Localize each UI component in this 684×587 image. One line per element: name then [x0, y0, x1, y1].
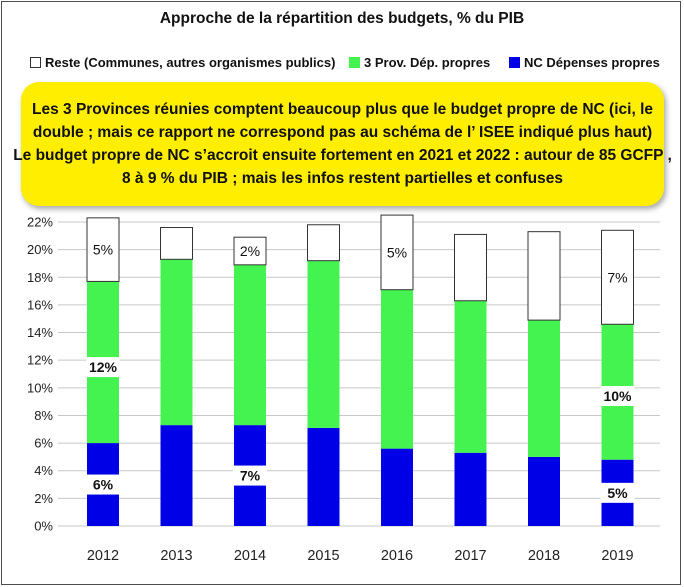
data-label-bg: [86, 474, 120, 495]
x-tick-label: 2013: [160, 548, 192, 564]
bar-2013-series-1: [160, 259, 193, 426]
bar-2018-series-0: [528, 456, 560, 526]
data-label: 7%: [607, 269, 627, 285]
annotation-line-2: double ; mais ce rapport ne correspond p…: [32, 124, 653, 141]
data-label: 2%: [240, 243, 260, 259]
y-tick-label: 6%: [34, 436, 53, 451]
bar-2018-series-2: [527, 231, 561, 321]
legend-label-nc: NC Dépenses propres: [524, 54, 660, 70]
chart-title: Approche de la répartition des budgets, …: [159, 10, 525, 27]
data-label: 12%: [89, 359, 118, 375]
data-label-bg: [233, 465, 267, 486]
data-label: 6%: [93, 477, 114, 493]
bar-2013-series-0: [160, 425, 193, 526]
y-tick-label: 16%: [27, 297, 53, 312]
data-label-bg: [86, 357, 120, 378]
y-tick-label: 20%: [27, 242, 53, 257]
y-tick-label: 22%: [27, 215, 53, 230]
legend-item-nc: NC Dépenses propres: [509, 53, 660, 71]
bar-2016-series-0: [381, 448, 413, 526]
data-label: 7%: [240, 468, 261, 484]
bar-2015-series-0: [307, 427, 340, 526]
y-tick-label: 14%: [27, 325, 53, 340]
y-tick-label: 2%: [34, 491, 53, 506]
annotation-line-1: Les 3 Provinces réunies comptent beaucou…: [32, 101, 653, 118]
y-tick-label: 4%: [34, 463, 53, 478]
legend-item-reste: Reste (Communes, autres organismes publi…: [30, 53, 335, 71]
x-tick-label: 2017: [454, 548, 486, 564]
data-label-bg: [88, 239, 118, 260]
annotation-line-3: Le budget propre de NC s’accroit ensuite…: [13, 147, 672, 164]
x-tick-label: 2012: [87, 548, 119, 564]
bar-2014-series-1: [234, 264, 266, 426]
bar-2017-series-2: [454, 233, 487, 302]
y-tick-label: 0%: [34, 519, 53, 534]
y-tick-label: 18%: [27, 270, 53, 285]
x-tick-label: 2014: [234, 548, 266, 564]
data-label-bg: [382, 242, 412, 263]
bar-2017-series-1: [454, 300, 487, 453]
bar-2017-series-0: [454, 452, 487, 526]
data-label: 5%: [93, 242, 113, 258]
legend-item-provinces: 3 Prov. Dép. propres: [349, 53, 490, 71]
bar-2018-series-1: [528, 320, 560, 457]
legend-label-provinces: 3 Prov. Dép. propres: [364, 54, 491, 70]
data-label: 10%: [603, 388, 632, 404]
annotation-line-4: 8 à 9 % du PIB ; mais les infos restent …: [121, 170, 564, 187]
legend-swatch-provinces: [349, 56, 360, 68]
x-tick-label: 2018: [528, 548, 560, 564]
bar-2016-series-1: [381, 289, 413, 449]
data-label-bg: [600, 482, 635, 503]
y-tick-label: 12%: [27, 353, 53, 368]
legend-swatch-reste: [30, 56, 41, 68]
legend-label-reste: Reste (Communes, autres organismes publi…: [45, 54, 336, 70]
data-label: 5%: [387, 244, 407, 260]
legend-swatch-nc: [509, 56, 520, 68]
x-tick-label: 2016: [381, 548, 413, 564]
x-tick-label: 2015: [307, 548, 339, 564]
y-tick-label: 8%: [34, 408, 53, 423]
bar-2015-series-2: [307, 224, 340, 262]
data-label: 5%: [607, 485, 628, 501]
bar-2015-series-1: [307, 260, 340, 428]
data-label-bg: [602, 267, 633, 288]
y-tick-label: 10%: [27, 380, 53, 395]
data-label-bg: [600, 386, 635, 407]
annotation-box: Les 3 Provinces réunies comptent beaucou…: [13, 82, 672, 206]
bar-2013-series-2: [160, 227, 193, 260]
x-tick-label: 2019: [601, 548, 633, 564]
data-label-bg: [235, 241, 265, 262]
